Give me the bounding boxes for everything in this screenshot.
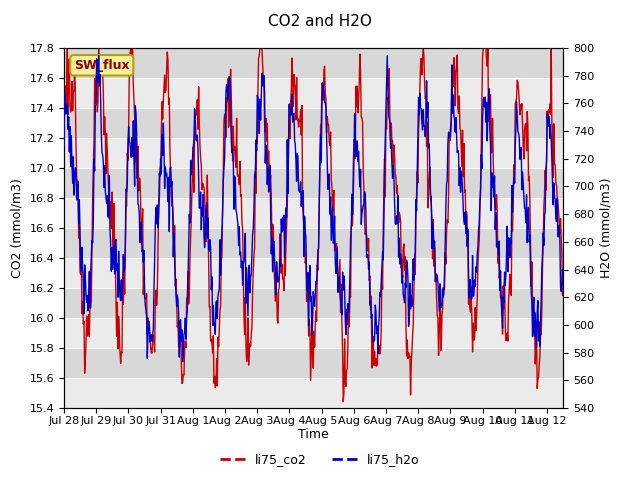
Bar <box>64 198 563 228</box>
Bar <box>64 48 563 78</box>
X-axis label: Time: Time <box>298 429 329 442</box>
Bar <box>64 318 563 348</box>
Bar <box>64 288 563 318</box>
Bar <box>64 258 563 288</box>
Bar <box>64 348 563 378</box>
Bar <box>64 138 563 168</box>
Bar <box>64 228 563 258</box>
Bar <box>64 168 563 198</box>
Bar <box>64 378 563 408</box>
Bar <box>64 78 563 108</box>
Text: CO2 and H2O: CO2 and H2O <box>268 14 372 29</box>
Text: SW_flux: SW_flux <box>74 59 130 72</box>
Legend: li75_co2, li75_h2o: li75_co2, li75_h2o <box>215 448 425 471</box>
Y-axis label: CO2 (mmol/m3): CO2 (mmol/m3) <box>11 178 24 278</box>
Y-axis label: H2O (mmol/m3): H2O (mmol/m3) <box>600 178 612 278</box>
Bar <box>64 108 563 138</box>
